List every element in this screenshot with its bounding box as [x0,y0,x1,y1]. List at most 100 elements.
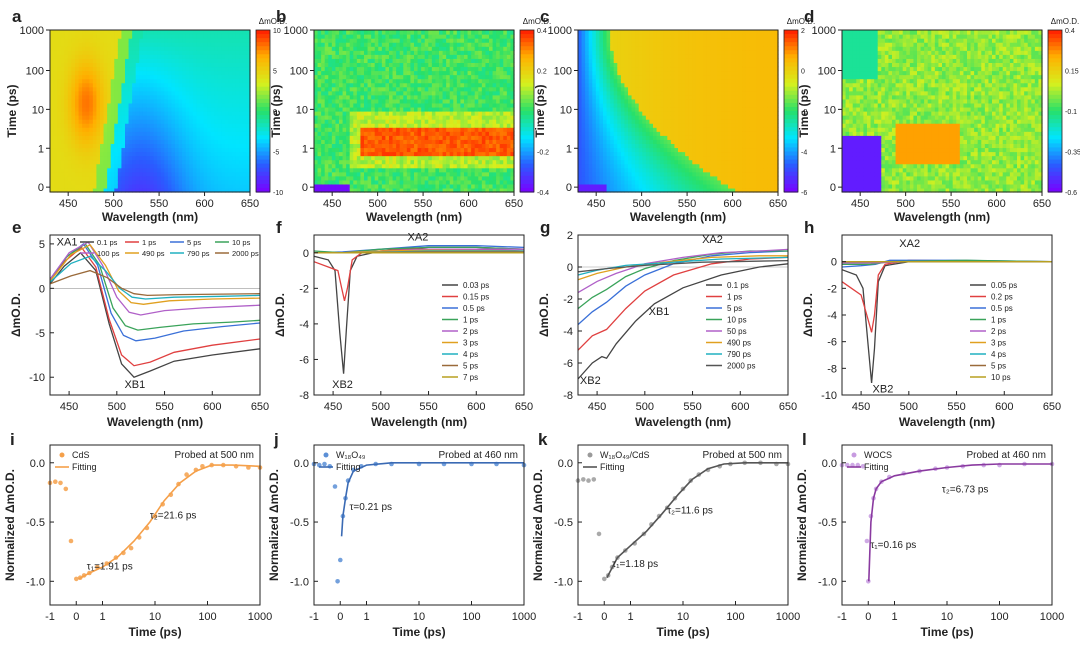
heatmap-cell [89,86,94,92]
heatmap-cell [232,119,237,124]
heatmap-cell [246,82,251,88]
heatmap-cell [225,74,230,80]
heatmap-cell [414,86,419,92]
heatmap-cell [446,123,451,128]
heatmap-cell [421,74,426,80]
heatmap-cell [82,187,87,193]
heatmap-cell [478,147,483,153]
heatmap-cell [89,34,94,39]
heatmap-cell [132,46,137,51]
heatmap-cell [467,82,472,88]
heatmap-cell [135,78,140,84]
heatmap-cell [367,187,372,193]
heatmap-cell [235,38,240,43]
heatmap-cell [64,175,69,181]
heatmap-cell [82,123,87,128]
heatmap-cell [599,70,604,76]
heatmap-cell [142,143,148,149]
heatmap-cell [96,50,101,55]
heatmap-cell [396,58,401,63]
heatmap-cell [585,54,590,59]
heatmap-cell [75,163,80,169]
heatmap-cell [53,54,58,59]
heatmap-cell [150,115,155,120]
heatmap-cell [492,167,497,173]
heatmap-cell [60,94,65,100]
heatmap-cell [449,82,454,88]
heatmap-cell [503,127,508,132]
heatmap-cell [207,151,212,157]
heatmap-cell [349,70,354,76]
heatmap-cell [581,123,586,128]
heatmap-cell [167,54,173,59]
colorbar-tick-label: 10 [273,28,281,35]
heatmap-cell [107,135,112,140]
heatmap-cell [439,187,444,193]
heatmap-cell [103,175,108,181]
heatmap-cell [342,187,347,193]
heatmap-cell [71,58,76,63]
heatmap-cell [446,58,451,63]
heatmap-cell [82,155,87,161]
heatmap-cell [356,155,362,161]
heatmap-cell [153,62,158,68]
heatmap-cell [449,127,454,132]
heatmap-cell [53,131,58,136]
heatmap-cell [492,131,497,136]
heatmap-cell [225,30,230,35]
heatmap-cell [103,66,108,72]
heatmap-cell [481,123,487,128]
heatmap-cell [139,50,144,55]
heatmap-cell [467,163,472,169]
heatmap-cell [485,119,490,124]
heatmap-cell [588,179,593,185]
heatmap-cell [85,86,90,92]
heatmap-cell [178,183,183,189]
heatmap-cell [135,86,140,92]
heatmap-cell [406,127,412,132]
heatmap-cell [57,183,62,189]
heatmap-cell [150,163,155,169]
heatmap-cell [192,163,198,169]
heatmap-cell [435,78,440,84]
heatmap-cell [356,135,362,140]
heatmap-cell [128,78,133,84]
heatmap-cell [492,151,497,157]
heatmap-cell [75,127,80,132]
heatmap-cell [428,82,433,88]
heatmap-cell [225,187,230,193]
heatmap-cell [335,82,340,88]
heatmap-cell [378,131,383,136]
heatmap-cell [342,151,347,157]
heatmap-cell [360,111,365,116]
heatmap-cell [71,147,76,153]
heatmap-cell [114,90,119,96]
heatmap-cell [225,78,230,84]
heatmap-cell [392,42,397,47]
heatmap-cell [489,70,494,76]
heatmap-cell [456,119,462,124]
heatmap-cell [239,54,244,59]
heatmap-cell [396,183,401,189]
heatmap-cell [82,34,87,39]
heatmap-cell [342,159,347,165]
heatmap-cell [321,167,326,173]
heatmap-cell [103,163,108,169]
heatmap-cell [360,155,365,161]
heatmap-cell [485,38,490,43]
heatmap-cell [164,111,169,116]
x-tick-label: 650 [505,198,523,210]
heatmap-cell [214,187,219,193]
heatmap-cell [228,175,233,181]
heatmap-cell [474,143,479,149]
heatmap-cell [164,70,169,76]
heatmap-cell [431,78,437,84]
heatmap-cell [142,98,148,104]
heatmap-cell [89,98,94,104]
heatmap-cell [381,163,387,169]
heatmap-cell [356,66,362,72]
heatmap-cell [192,123,198,128]
heatmap-cell [342,163,347,169]
heatmap-cell [221,151,226,157]
heatmap-cell [78,66,83,72]
